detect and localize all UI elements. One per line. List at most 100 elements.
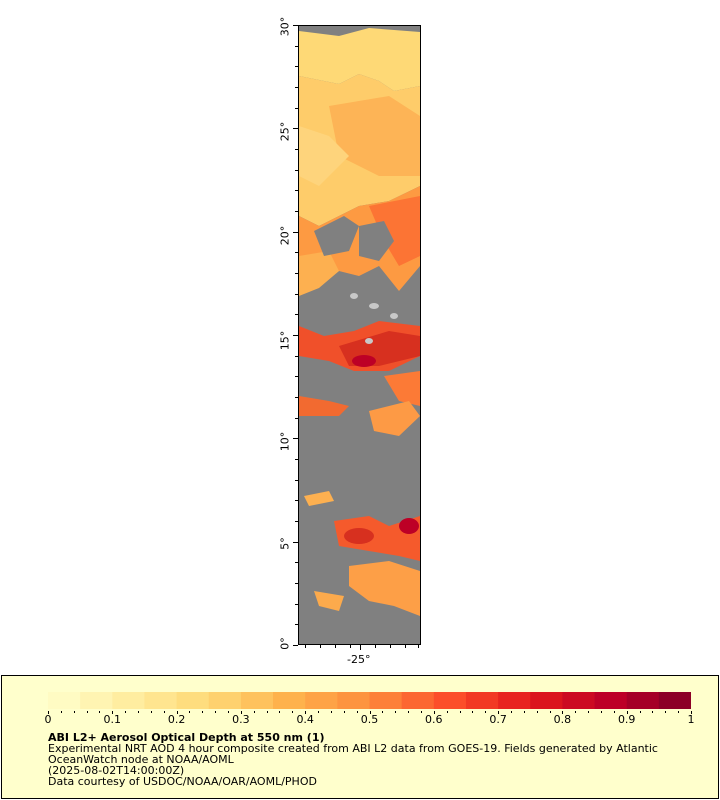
no-data-area xyxy=(314,216,359,256)
color-bar-minor-tick xyxy=(588,711,590,713)
lat-tick xyxy=(295,211,298,212)
no-data-area xyxy=(359,221,394,261)
lat-label-10: 10° xyxy=(278,431,292,452)
color-bar-segment xyxy=(433,692,467,709)
color-bar-minor-tick xyxy=(485,711,487,713)
color-bar-label: 0 xyxy=(44,713,52,726)
color-bar-segment xyxy=(305,692,338,709)
lat-tick xyxy=(293,25,298,26)
aod-plume xyxy=(399,518,419,534)
lat-tick xyxy=(295,252,298,254)
color-bar-minor-tick xyxy=(613,711,615,713)
aod-plume xyxy=(369,401,420,436)
color-bar-tick xyxy=(369,711,371,714)
lat-label-20: 20° xyxy=(278,225,292,246)
color-bar-minor-tick xyxy=(420,711,422,713)
lat-tick xyxy=(295,45,298,47)
color-bar-tick xyxy=(498,711,500,714)
color-bar-segment xyxy=(626,692,660,709)
lat-tick xyxy=(295,521,298,522)
aod-map[interactable] xyxy=(298,25,421,645)
color-bar-minor-tick xyxy=(536,711,538,713)
legend-panel: 0 0.1 0.2 0.3 0.4 0.5 0.6 0.7 0.8 0.9 1 ABI L2+ Ae… xyxy=(1,675,719,799)
color-bar-tick xyxy=(691,711,692,714)
color-bar-label: 0.1 xyxy=(103,713,122,726)
lat-tick xyxy=(295,500,298,502)
cloud-area xyxy=(365,338,373,344)
lat-tick xyxy=(295,149,298,150)
aod-plume xyxy=(304,491,334,506)
color-bar-minor-tick xyxy=(523,711,525,713)
lat-tick xyxy=(293,541,298,543)
lon-tick xyxy=(390,645,391,648)
lat-tick xyxy=(295,624,298,626)
color-bar-minor-tick xyxy=(266,711,268,713)
color-bar-minor-tick xyxy=(60,711,62,713)
lon-tick xyxy=(350,645,351,648)
color-bar-minor-tick xyxy=(678,711,680,713)
lat-tick xyxy=(295,66,298,68)
color-bar-segment xyxy=(112,692,145,709)
lat-tick xyxy=(295,376,298,378)
legend-timestamp: (2025-08-02T14:00:00Z) xyxy=(48,764,185,777)
aod-plume xyxy=(299,251,339,296)
legend-text: ABI L2+ Aerosol Optical Depth at 550 nm … xyxy=(48,732,698,787)
cloud-area xyxy=(390,313,398,319)
color-bar-minor-tick xyxy=(189,711,191,713)
aod-field xyxy=(299,28,420,616)
color-bar-segment xyxy=(498,692,531,709)
color-bar-minor-tick xyxy=(73,711,75,713)
cloud-area xyxy=(369,303,379,309)
color-bar-tick xyxy=(433,711,435,714)
aod-plume xyxy=(314,591,344,611)
aod-plume xyxy=(349,561,420,616)
color-bar-minor-tick xyxy=(86,711,88,713)
aod-plume xyxy=(299,28,420,91)
color-bar-label: 0.8 xyxy=(553,713,572,726)
color-bar-minor-tick xyxy=(652,711,654,713)
lat-tick xyxy=(295,562,298,564)
lat-tick xyxy=(293,645,298,646)
color-bar-label: 0.2 xyxy=(167,713,186,726)
color-bar-minor-tick xyxy=(202,711,204,713)
color-bar-minor-tick xyxy=(138,711,140,713)
aod-plume xyxy=(369,196,420,266)
aod-plume xyxy=(299,396,349,416)
cloud-area xyxy=(350,293,358,299)
color-bar-segment xyxy=(144,692,178,709)
lon-tick xyxy=(405,645,406,648)
lat-label-25: 25° xyxy=(278,121,292,142)
color-bar-tick xyxy=(48,711,49,714)
color-bar-tick xyxy=(626,711,628,714)
color-bar-segment xyxy=(273,692,306,709)
color-bar-segment xyxy=(240,692,274,709)
color-bar-minor-tick xyxy=(472,711,474,713)
lat-tick xyxy=(293,335,298,336)
color-bar-label: 1 xyxy=(687,713,695,726)
color-bar-segment xyxy=(594,692,628,709)
color-bar-minor-tick xyxy=(382,711,384,713)
color-bar-minor-tick xyxy=(163,711,165,713)
color-bar-segment xyxy=(401,692,435,709)
color-bar-segment xyxy=(208,692,242,709)
color-bar-minor-tick xyxy=(549,711,551,713)
lat-tick xyxy=(295,190,298,192)
color-bar-minor-tick xyxy=(125,711,127,713)
color-bar-segment xyxy=(176,692,210,709)
aod-plume xyxy=(334,516,420,561)
lat-tick xyxy=(293,438,298,440)
color-bar-tick xyxy=(305,711,307,714)
lat-tick xyxy=(293,128,298,130)
color-bar-label: 0.3 xyxy=(232,713,250,726)
color-bar-segment xyxy=(337,692,370,709)
color-bar-segment xyxy=(80,692,113,709)
lat-tick xyxy=(295,87,298,88)
legend-title: ABI L2+ Aerosol Optical Depth at 550 nm … xyxy=(48,731,325,744)
lat-tick xyxy=(295,273,298,274)
color-bar-minor-tick xyxy=(408,711,410,713)
aod-plume xyxy=(299,126,349,186)
color-bar-minor-tick xyxy=(600,711,602,713)
lon-tick xyxy=(335,645,336,648)
lon-tick xyxy=(320,645,321,648)
color-bar-minor-tick xyxy=(510,711,512,713)
